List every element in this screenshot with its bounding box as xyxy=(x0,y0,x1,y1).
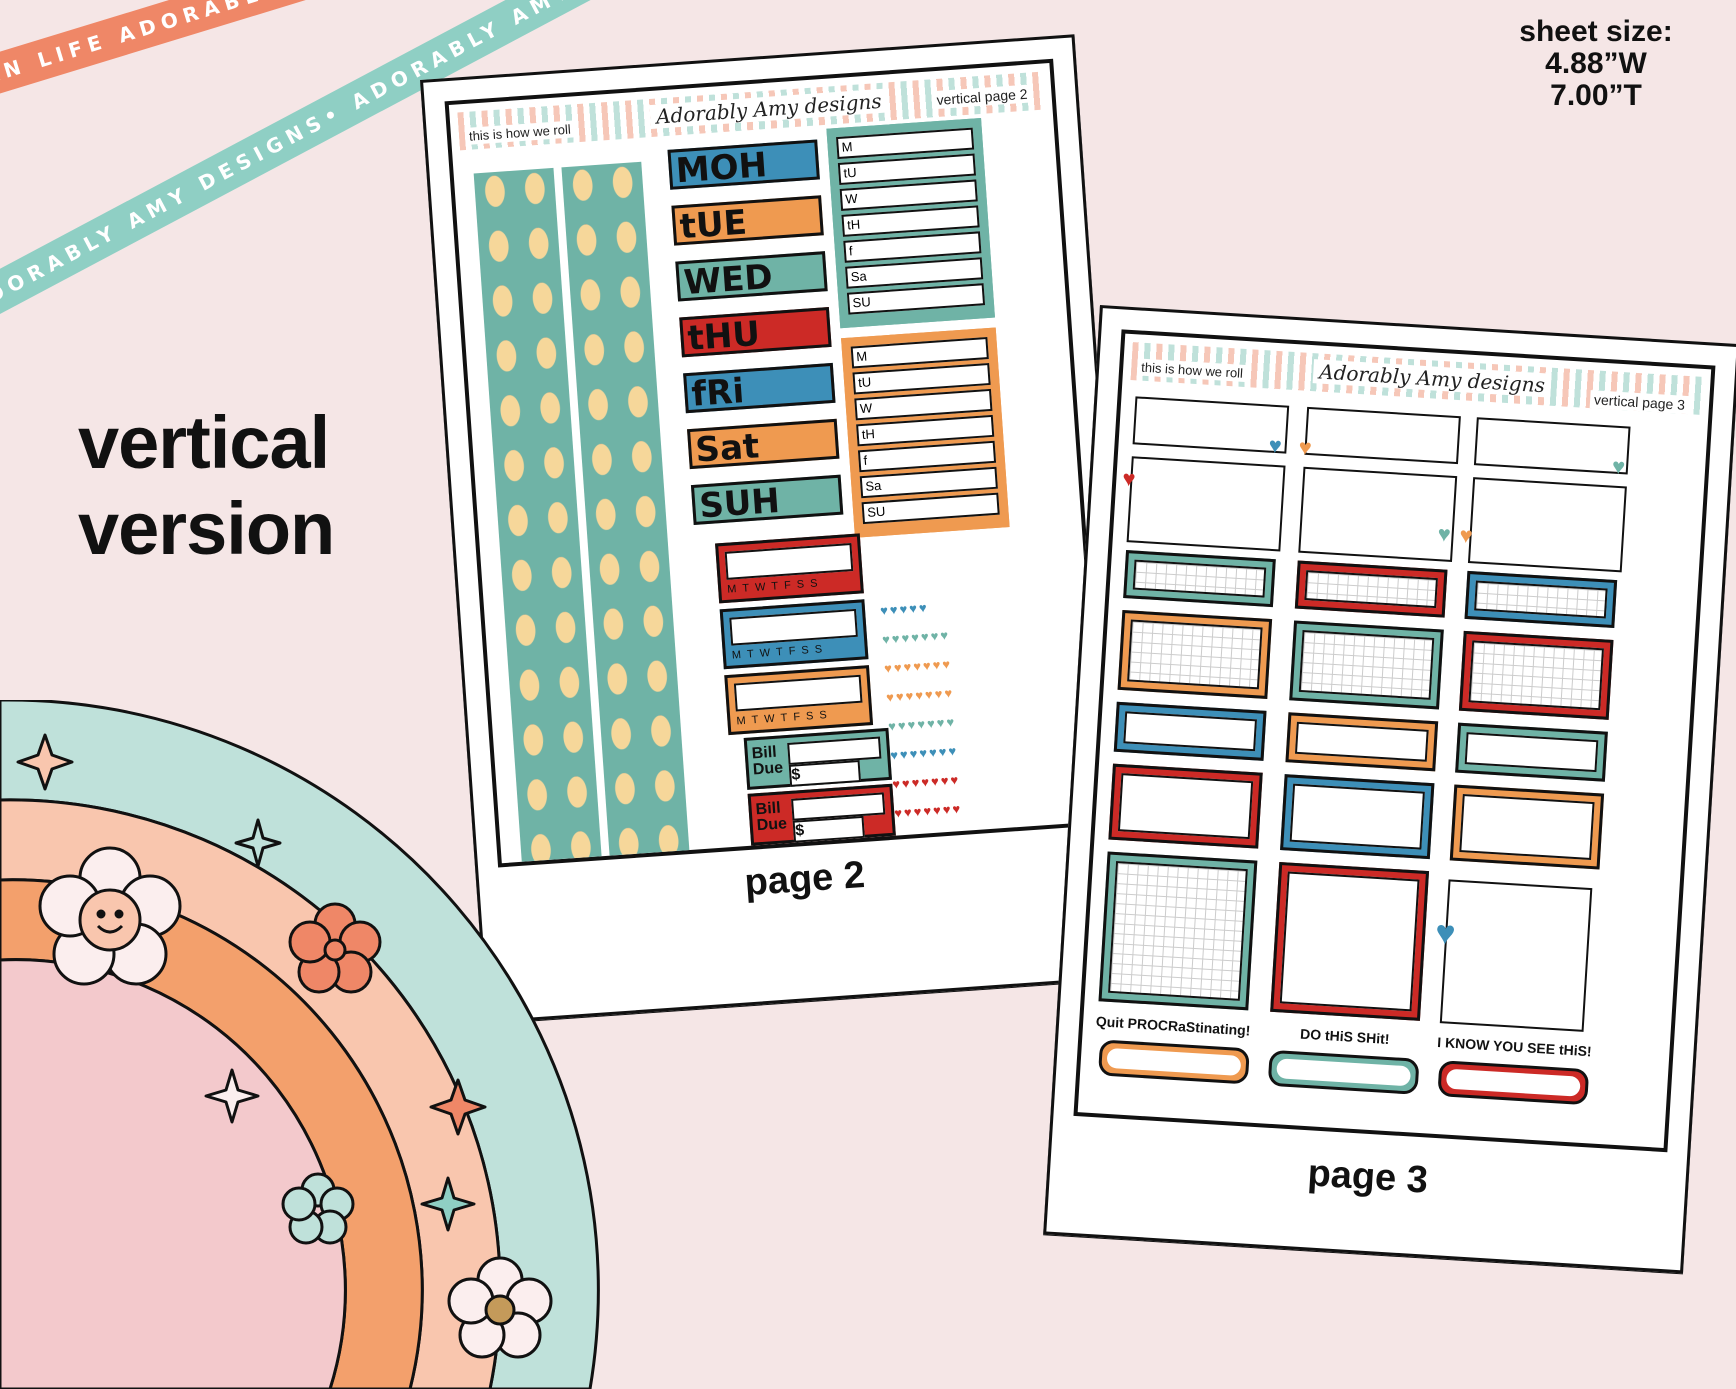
headline-line1: vertical xyxy=(78,401,330,484)
grid-box-orange xyxy=(1117,609,1273,699)
outline-box xyxy=(1298,466,1458,562)
large-box-red xyxy=(1270,861,1430,1021)
dollar-field: $ xyxy=(788,759,862,787)
sheet-size-width: 4.88”W xyxy=(1545,47,1647,80)
headline: vertical version xyxy=(78,400,335,572)
sheet-size-height: 7.00”T xyxy=(1550,79,1642,112)
teal-flower-icon xyxy=(281,1172,355,1245)
day-label-thu: tHU xyxy=(679,307,832,359)
habit-tracker-orange: MTWTFSS xyxy=(724,665,874,736)
grid-box-blue xyxy=(1464,570,1618,628)
quote-pill-red xyxy=(1437,1060,1590,1106)
quote-label: Quit PROCRaStinating! xyxy=(1095,1013,1251,1039)
quote-pill-teal xyxy=(1267,1049,1420,1095)
sparkle-icon xyxy=(16,733,74,791)
day-label-sat: Sat xyxy=(687,418,840,471)
dollar-field: $ xyxy=(792,815,865,843)
habit-days: MTWTFSS xyxy=(726,577,824,596)
grid-box-red xyxy=(1458,630,1614,720)
due-word: Due xyxy=(752,759,784,779)
outline-box xyxy=(1473,417,1631,475)
page-3-card: this is how we roll Adorably Amy designs… xyxy=(1043,305,1736,1274)
grid-box-red xyxy=(1294,560,1448,618)
bill-due-teal: Bill Due $ xyxy=(743,727,892,790)
day-label-tue: tUE xyxy=(671,195,824,247)
quote-label: I KNOW YOU SEE tHiS! xyxy=(1436,1033,1593,1060)
bill-due-label: Bill Due xyxy=(755,800,788,835)
large-outline-box xyxy=(1439,879,1593,1032)
sparkle-icon xyxy=(234,818,282,868)
day-label-sun: SUH xyxy=(690,474,844,526)
list-row: SU xyxy=(861,492,1000,525)
page-3-caption: page 3 xyxy=(1306,1152,1430,1202)
page-3-sheet: this is how we roll Adorably Amy designs… xyxy=(1073,329,1716,1153)
habit-tracker-blue: MTWTFSS xyxy=(719,599,869,670)
orange-flower-icon xyxy=(288,902,382,994)
headline-line2: version xyxy=(78,487,335,570)
half-box-blue xyxy=(1113,701,1267,761)
grid-box-teal xyxy=(1289,620,1444,710)
heart-icon: ♥ xyxy=(1436,521,1452,547)
sparkle-icon xyxy=(429,1078,487,1136)
outline-box xyxy=(1132,396,1290,454)
grid-box-teal xyxy=(1123,550,1276,608)
heart-icon: ♥ xyxy=(1434,913,1457,953)
sheet-size-info: sheet size: 4.88”W 7.00”T xyxy=(1506,16,1686,112)
habit-tracker-red: MTWTFSS xyxy=(715,533,864,604)
half-box-teal xyxy=(1455,722,1608,782)
heart-rows: ♥♥♥♥♥ ♥♥♥♥♥♥♥ ♥♥♥♥♥♥♥ ♥♥♥♥♥♥♥ ♥♥♥♥♥♥♥ ♥♥… xyxy=(879,586,1039,868)
habit-days: MTWTFSS xyxy=(731,642,829,662)
habit-days: MTWTFSS xyxy=(736,708,834,728)
weekly-list-orange: M tU W tH f Sa SU xyxy=(841,327,1010,538)
sparkle-icon xyxy=(204,1068,260,1124)
full-box-blue xyxy=(1280,774,1435,860)
heart-icon: ♥ xyxy=(1458,522,1474,549)
list-row: SU xyxy=(846,283,986,315)
full-box-red xyxy=(1108,763,1263,849)
bill-due-label: Bill Due xyxy=(751,744,784,779)
day-label-mon: MOH xyxy=(667,139,820,191)
full-box-orange xyxy=(1449,784,1605,870)
day-label-fri: fRi xyxy=(683,362,836,415)
rainbow-illustration xyxy=(0,700,600,1389)
large-grid-box xyxy=(1098,851,1258,1011)
heart-icon: ♥ xyxy=(1268,432,1283,459)
day-label-wed: WED xyxy=(675,251,828,303)
outline-box xyxy=(1304,406,1461,465)
sheet-size-label: sheet size: xyxy=(1519,15,1673,48)
outline-box xyxy=(1467,477,1627,573)
heart-icon: ♥ xyxy=(1297,434,1313,461)
quote-pill-orange xyxy=(1097,1039,1250,1085)
outline-box xyxy=(1126,456,1286,552)
daisy-flower-icon xyxy=(447,1256,553,1359)
heart-icon: ♥ xyxy=(1121,465,1137,492)
half-box-orange xyxy=(1285,712,1439,772)
due-word: Due xyxy=(756,815,788,835)
sparkle-icon xyxy=(420,1176,476,1232)
quote-label: DO tHiS SHit! xyxy=(1299,1025,1390,1048)
weekly-list-teal: M tU W tH f Sa SU xyxy=(826,117,995,329)
smiley-flower-icon xyxy=(38,846,182,986)
bill-due-red: Bill Due $ xyxy=(747,783,896,846)
heart-icon: ♥ xyxy=(1611,453,1626,480)
